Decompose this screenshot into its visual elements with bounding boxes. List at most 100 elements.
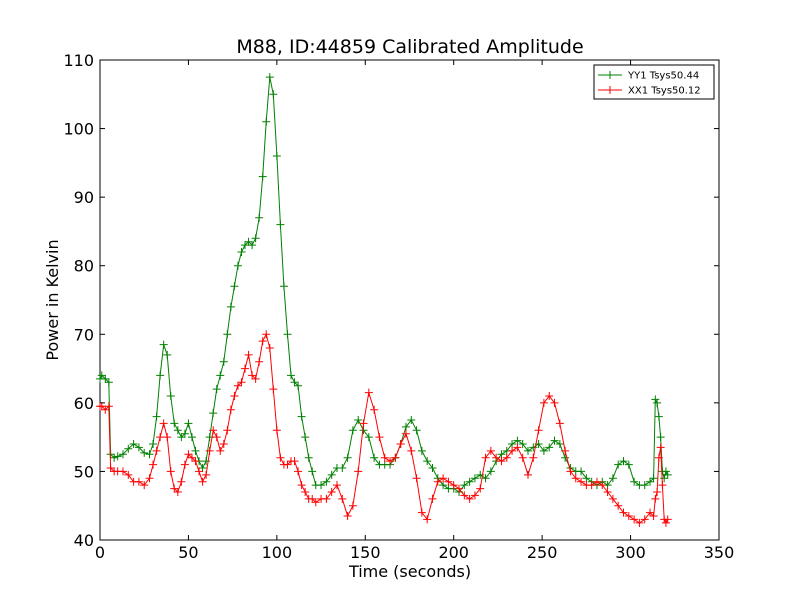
legend-label: XX1 Tsys50.12: [628, 86, 701, 97]
data-point: [417, 446, 426, 455]
data-point: [646, 508, 655, 517]
data-point: [423, 515, 432, 524]
data-point: [513, 436, 522, 445]
data-point: [592, 477, 601, 486]
y-tick-label: 50: [74, 462, 94, 481]
data-point: [219, 440, 228, 448]
data-point: [265, 344, 274, 352]
data-point: [492, 453, 501, 462]
data-point: [184, 419, 193, 428]
data-point: [301, 433, 310, 442]
legend-marker: [606, 86, 614, 94]
data-point: [508, 446, 517, 455]
data-point: [663, 515, 672, 524]
data-point: [640, 515, 649, 524]
data-point: [251, 234, 260, 243]
data-point: [571, 474, 580, 483]
data-point: [555, 419, 564, 428]
data-point: [202, 470, 211, 479]
y-tick-label: 40: [74, 531, 94, 550]
data-point: [439, 474, 448, 483]
data-point: [654, 412, 663, 421]
data-point: [545, 392, 554, 400]
data-point: [654, 453, 663, 462]
data-point: [308, 467, 317, 476]
data-point: [651, 494, 660, 503]
data-point: [212, 385, 221, 394]
data-point: [396, 440, 405, 448]
data-point: [297, 481, 306, 490]
data-point: [294, 381, 303, 390]
data-point: [262, 117, 271, 126]
data-point: [166, 467, 175, 476]
data-point: [470, 491, 479, 500]
legend-box: [593, 64, 715, 100]
data-point: [359, 419, 368, 428]
data-point: [523, 470, 532, 479]
data-point: [656, 443, 665, 452]
data-point: [191, 457, 200, 466]
data-point: [106, 464, 115, 472]
legend: YY1 Tsys50.44 XX1 Tsys50.12: [593, 64, 715, 100]
data-point: [523, 446, 532, 455]
data-point: [170, 484, 179, 493]
plot-area: [99, 59, 720, 541]
series-2: [96, 330, 672, 527]
data-point: [173, 488, 182, 496]
data-point: [233, 381, 242, 390]
data-point: [513, 443, 522, 452]
data-point: [465, 494, 474, 503]
data-point: [258, 172, 267, 181]
data-point: [140, 448, 149, 457]
data-point: [230, 392, 239, 400]
data-point: [417, 508, 426, 517]
data-point: [244, 350, 253, 359]
data-point: [624, 460, 633, 469]
data-point: [129, 440, 138, 448]
data-point: [248, 371, 257, 380]
data-point: [619, 508, 628, 517]
data-point: [304, 453, 313, 462]
data-point: [317, 481, 326, 490]
y-axis: 40 50 60 70 80 90 100 110: [63, 51, 719, 550]
data-point: [262, 330, 271, 339]
data-point: [195, 467, 204, 476]
data-point: [287, 371, 296, 380]
data-point: [156, 433, 165, 442]
data-point: [364, 388, 373, 397]
data-point: [460, 481, 469, 490]
data-point: [614, 501, 623, 510]
data-point: [566, 467, 575, 476]
data-point: [561, 453, 570, 462]
data-point: [279, 282, 288, 291]
data-point: [661, 518, 670, 527]
data-point: [460, 491, 469, 500]
data-point: [163, 350, 172, 359]
data-point: [118, 450, 127, 459]
data-point: [370, 453, 379, 462]
data-point: [233, 261, 242, 270]
data-point: [159, 419, 168, 428]
data-point: [386, 457, 395, 466]
data-point: [539, 398, 548, 407]
data-point: [534, 426, 543, 435]
data-point: [449, 481, 458, 490]
data-point: [327, 488, 336, 496]
data-point: [159, 340, 168, 349]
data-point: [177, 433, 186, 442]
data-point: [187, 433, 196, 442]
data-point: [198, 477, 207, 486]
data-point: [577, 467, 586, 476]
data-point: [152, 446, 161, 455]
data-point: [343, 512, 352, 520]
data-point: [598, 481, 607, 490]
data-point: [656, 433, 665, 442]
data-point: [198, 464, 207, 472]
x-tick-label: 200: [438, 543, 469, 562]
plot-frame: [99, 59, 720, 541]
data-point: [624, 512, 633, 520]
data-point: [375, 433, 384, 442]
x-tick-label: 50: [178, 543, 198, 562]
data-point: [244, 237, 253, 246]
